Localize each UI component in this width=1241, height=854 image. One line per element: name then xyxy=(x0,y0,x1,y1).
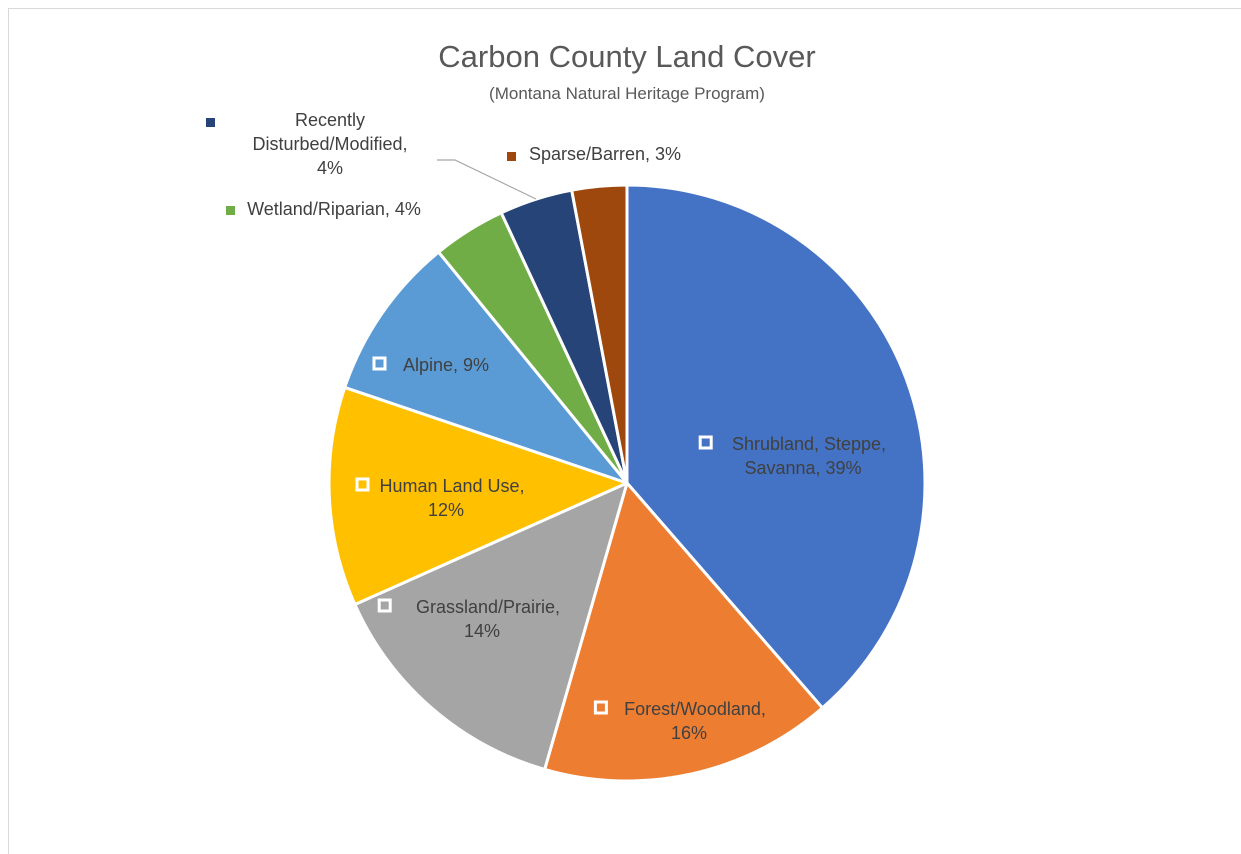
leader-line-recently-disturbed xyxy=(437,159,537,200)
data-label-line: Sparse/Barren, 3% xyxy=(529,144,681,164)
label-marker-grassland-prairie xyxy=(377,598,392,613)
data-label-grassland-prairie: Grassland/Prairie, 14% xyxy=(377,597,560,641)
slice-sparse-barren xyxy=(570,183,629,485)
data-label-line: 4% xyxy=(317,158,343,178)
data-label-sparse-barren: Sparse/Barren, 3% xyxy=(507,144,681,164)
label-swatch-sparse-barren xyxy=(507,152,516,161)
label-marker-shrubland-steppe-savanna xyxy=(698,435,713,450)
slice-forest-woodland xyxy=(543,481,824,783)
slice-shrubland-steppe-savanna xyxy=(625,183,927,710)
leader-lines xyxy=(437,159,537,200)
data-labels: Shrubland, Steppe, Savanna, 39% Forest/Woo… xyxy=(206,110,886,743)
data-label-alpine: Alpine, 9% xyxy=(372,355,489,375)
data-label-line: Alpine, 9% xyxy=(403,355,489,375)
pie-slices xyxy=(327,183,927,783)
data-label-forest-woodland: Forest/Woodland, 16% xyxy=(593,699,766,743)
data-label-line: 16% xyxy=(671,723,707,743)
data-label-line: Forest/Woodland, xyxy=(624,699,766,719)
data-label-shrubland-steppe-savanna: Shrubland, Steppe, Savanna, 39% xyxy=(698,434,886,478)
data-label-line: Disturbed/Modified, xyxy=(252,134,407,154)
slice-grassland-prairie xyxy=(353,481,629,771)
label-marker-forest-woodland xyxy=(593,700,608,715)
label-swatch-wetland-riparian xyxy=(226,206,235,215)
label-marker-alpine xyxy=(372,356,387,371)
data-label-line: Wetland/Riparian, 4% xyxy=(247,199,421,219)
data-label-line: Human Land Use, xyxy=(379,476,524,496)
data-label-line: 14% xyxy=(464,621,500,641)
chart-frame xyxy=(8,8,1241,854)
label-swatch-recently-disturbed-modified xyxy=(206,118,215,127)
slice-alpine xyxy=(343,250,629,485)
data-label-human-land-use: Human Land Use, 12% xyxy=(355,476,525,520)
data-label-recently-disturbed-modified: Recently Disturbed/Modified, 4% xyxy=(206,110,408,178)
data-label-line: Savanna, 39% xyxy=(744,458,861,478)
data-label-wetland-riparian: Wetland/Riparian, 4% xyxy=(226,199,421,219)
chart-subtitle: (Montana Natural Heritage Program) xyxy=(489,84,765,103)
data-label-line: Grassland/Prairie, xyxy=(416,597,560,617)
slice-human-land-use xyxy=(327,385,629,606)
data-label-line: 12% xyxy=(428,500,464,520)
label-marker-human-land-use xyxy=(355,477,370,492)
data-label-line: Recently xyxy=(295,110,365,130)
chart-title: Carbon County Land Cover xyxy=(438,39,815,74)
data-label-line: Shrubland, Steppe, xyxy=(732,434,886,454)
